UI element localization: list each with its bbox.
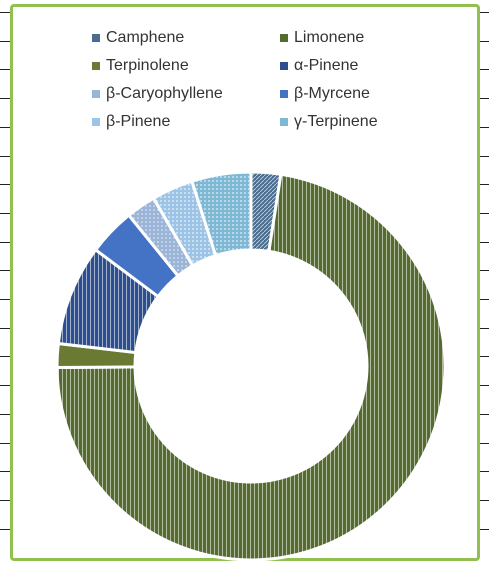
- edge-tick: [0, 471, 10, 473]
- legend-item: β-Myrcene: [280, 84, 422, 104]
- edge-tick: [480, 212, 489, 214]
- edge-tick: [480, 184, 489, 186]
- legend-swatch: [280, 62, 288, 70]
- legend-swatch: [92, 34, 100, 42]
- edge-tick: [0, 212, 10, 214]
- edge-tick: [480, 270, 489, 272]
- edge-tick: [0, 98, 10, 100]
- edge-tick: [480, 499, 489, 501]
- slice-limonene: [55, 172, 447, 562]
- legend-item: α-Pinene: [280, 56, 422, 76]
- edge-tick: [480, 327, 489, 329]
- legend-label: Camphene: [106, 29, 185, 46]
- edge-tick: [480, 471, 489, 473]
- chart-legend: Camphene Limonene Terpinolene α-Pinene β-Car…: [92, 28, 422, 132]
- edge-tick: [480, 126, 489, 128]
- legend-item: Limonene: [280, 28, 422, 48]
- slice-terpinene: [190, 170, 253, 258]
- right-edge-ticks: [480, 4, 489, 561]
- edge-tick: [480, 413, 489, 415]
- edge-tick: [480, 40, 489, 42]
- legend-label: β-Myrcene: [294, 85, 370, 102]
- edge-tick: [0, 327, 10, 329]
- edge-tick: [0, 413, 10, 415]
- edge-tick: [0, 126, 10, 128]
- legend-item: β-Pinene: [92, 112, 280, 132]
- legend-swatch: [92, 62, 100, 70]
- legend-label: γ-Terpinene: [294, 113, 378, 130]
- edge-tick: [480, 241, 489, 243]
- legend-swatch: [280, 90, 288, 98]
- legend-item: Camphene: [92, 28, 280, 48]
- legend-label: Terpinolene: [106, 57, 189, 74]
- legend-label: β-Pinene: [106, 113, 171, 130]
- edge-tick: [480, 299, 489, 300]
- edge-tick: [0, 442, 10, 444]
- edge-tick: [480, 98, 489, 100]
- edge-tick: [0, 241, 10, 243]
- legend-item: Terpinolene: [92, 56, 280, 76]
- edge-tick: [0, 12, 10, 13]
- edge-tick: [0, 184, 10, 186]
- edge-tick: [0, 69, 10, 71]
- legend-swatch: [92, 118, 100, 126]
- legend-swatch: [280, 118, 288, 126]
- edge-tick: [0, 528, 10, 530]
- edge-tick: [0, 385, 10, 387]
- donut-slices: [55, 170, 447, 562]
- legend-label: Limonene: [294, 29, 365, 46]
- edge-tick: [480, 155, 489, 157]
- edge-tick: [480, 385, 489, 387]
- edge-tick: [0, 356, 10, 358]
- edge-tick: [0, 499, 10, 501]
- left-edge-ticks: [0, 4, 10, 561]
- legend-item: β-Caryophyllene: [92, 84, 280, 104]
- edge-tick: [480, 442, 489, 444]
- legend-label: β-Caryophyllene: [106, 85, 223, 102]
- legend-item: γ-Terpinene: [280, 112, 422, 132]
- edge-tick: [480, 528, 489, 530]
- edge-tick: [480, 12, 489, 13]
- legend-label: α-Pinene: [294, 57, 359, 74]
- legend-swatch: [92, 90, 100, 98]
- edge-tick: [0, 40, 10, 42]
- edge-tick: [480, 356, 489, 358]
- edge-tick: [0, 155, 10, 157]
- legend-swatch: [280, 34, 288, 42]
- edge-tick: [0, 299, 10, 300]
- edge-tick: [480, 69, 489, 71]
- edge-tick: [0, 270, 10, 272]
